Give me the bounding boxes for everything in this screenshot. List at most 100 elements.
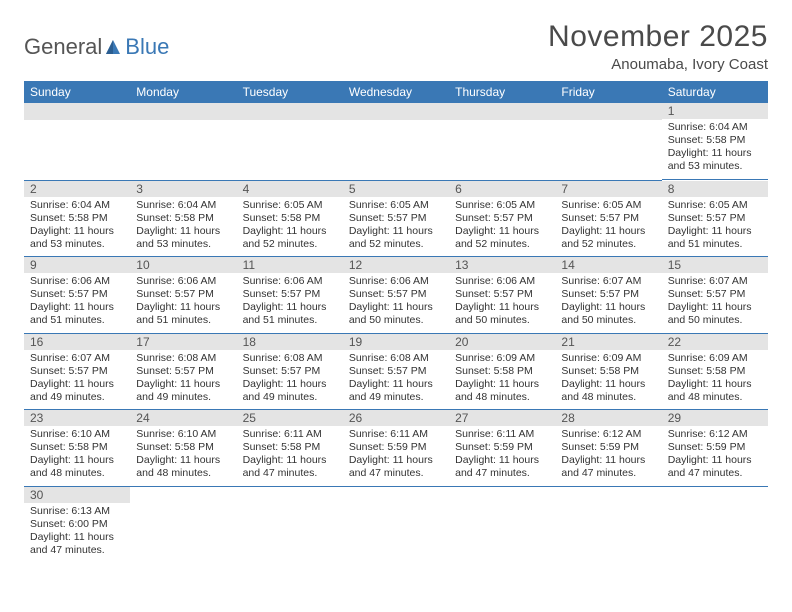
calendar-row: 16Sunrise: 6:07 AMSunset: 5:57 PMDayligh…: [24, 334, 768, 411]
daylight-line1: Daylight: 11 hours: [668, 378, 762, 391]
day-cell: 1Sunrise: 6:04 AMSunset: 5:58 PMDaylight…: [662, 103, 768, 181]
day-cell-inner: 23Sunrise: 6:10 AMSunset: 5:58 PMDayligh…: [24, 410, 130, 487]
daylight-line2: and 48 minutes.: [561, 391, 655, 404]
day-cell-inner: 12Sunrise: 6:06 AMSunset: 5:57 PMDayligh…: [343, 257, 449, 334]
daylight-line1: Daylight: 11 hours: [561, 225, 655, 238]
day-info: Sunrise: 6:09 AMSunset: 5:58 PMDaylight:…: [662, 350, 768, 408]
sunrise-text: Sunrise: 6:05 AM: [243, 199, 337, 212]
day-info: Sunrise: 6:08 AMSunset: 5:57 PMDaylight:…: [130, 350, 236, 408]
day-cell: 28Sunrise: 6:12 AMSunset: 5:59 PMDayligh…: [555, 410, 661, 487]
blank-day-strip: [130, 103, 236, 120]
sunrise-text: Sunrise: 6:08 AM: [243, 352, 337, 365]
day-number: 11: [237, 257, 343, 273]
sunset-text: Sunset: 5:59 PM: [455, 441, 549, 454]
day-cell: 20Sunrise: 6:09 AMSunset: 5:58 PMDayligh…: [449, 334, 555, 411]
sunset-text: Sunset: 5:57 PM: [349, 212, 443, 225]
day-cell: 18Sunrise: 6:08 AMSunset: 5:57 PMDayligh…: [237, 334, 343, 411]
sunrise-text: Sunrise: 6:09 AM: [455, 352, 549, 365]
day-info: Sunrise: 6:05 AMSunset: 5:57 PMDaylight:…: [662, 197, 768, 255]
day-number: 8: [662, 181, 768, 197]
calendar-row: 30Sunrise: 6:13 AMSunset: 6:00 PMDayligh…: [24, 487, 768, 563]
sunset-text: Sunset: 5:58 PM: [668, 134, 762, 147]
daylight-line2: and 50 minutes.: [561, 314, 655, 327]
empty-cell: [237, 103, 343, 181]
day-info: Sunrise: 6:11 AMSunset: 5:59 PMDaylight:…: [343, 426, 449, 484]
day-info: Sunrise: 6:11 AMSunset: 5:58 PMDaylight:…: [237, 426, 343, 484]
day-info: Sunrise: 6:12 AMSunset: 5:59 PMDaylight:…: [662, 426, 768, 484]
day-cell: 26Sunrise: 6:11 AMSunset: 5:59 PMDayligh…: [343, 410, 449, 487]
calendar-row: 23Sunrise: 6:10 AMSunset: 5:58 PMDayligh…: [24, 410, 768, 487]
blank-day-strip: [449, 103, 555, 120]
daylight-line1: Daylight: 11 hours: [136, 301, 230, 314]
day-cell-inner: 10Sunrise: 6:06 AMSunset: 5:57 PMDayligh…: [130, 257, 236, 334]
sunset-text: Sunset: 5:59 PM: [668, 441, 762, 454]
calendar-table: Sunday Monday Tuesday Wednesday Thursday…: [24, 81, 768, 562]
daylight-line1: Daylight: 11 hours: [349, 225, 443, 238]
day-info: Sunrise: 6:06 AMSunset: 5:57 PMDaylight:…: [130, 273, 236, 331]
daylight-line1: Daylight: 11 hours: [668, 454, 762, 467]
sunset-text: Sunset: 5:57 PM: [349, 365, 443, 378]
sunrise-text: Sunrise: 6:08 AM: [136, 352, 230, 365]
daylight-line1: Daylight: 11 hours: [30, 225, 124, 238]
sunset-text: Sunset: 5:58 PM: [668, 365, 762, 378]
sunset-text: Sunset: 5:57 PM: [349, 288, 443, 301]
empty-cell: [237, 487, 343, 563]
day-cell-inner: 22Sunrise: 6:09 AMSunset: 5:58 PMDayligh…: [662, 334, 768, 411]
day-cell: 17Sunrise: 6:08 AMSunset: 5:57 PMDayligh…: [130, 334, 236, 411]
sunrise-text: Sunrise: 6:05 AM: [561, 199, 655, 212]
sunrise-text: Sunrise: 6:04 AM: [30, 199, 124, 212]
day-header: Saturday: [662, 81, 768, 103]
day-number: 17: [130, 334, 236, 350]
day-number: 18: [237, 334, 343, 350]
daylight-line2: and 48 minutes.: [136, 467, 230, 480]
day-info: Sunrise: 6:05 AMSunset: 5:57 PMDaylight:…: [555, 197, 661, 255]
day-info: Sunrise: 6:10 AMSunset: 5:58 PMDaylight:…: [24, 426, 130, 484]
sunrise-text: Sunrise: 6:08 AM: [349, 352, 443, 365]
day-cell-inner: 7Sunrise: 6:05 AMSunset: 5:57 PMDaylight…: [555, 181, 661, 258]
day-cell-inner: 3Sunrise: 6:04 AMSunset: 5:58 PMDaylight…: [130, 181, 236, 258]
sunrise-text: Sunrise: 6:07 AM: [668, 275, 762, 288]
day-cell-inner: 20Sunrise: 6:09 AMSunset: 5:58 PMDayligh…: [449, 334, 555, 411]
daylight-line2: and 47 minutes.: [349, 467, 443, 480]
day-info: Sunrise: 6:12 AMSunset: 5:59 PMDaylight:…: [555, 426, 661, 484]
day-cell: 21Sunrise: 6:09 AMSunset: 5:58 PMDayligh…: [555, 334, 661, 411]
blank-day-strip: [24, 103, 130, 120]
day-number: 22: [662, 334, 768, 350]
day-cell-inner: 8Sunrise: 6:05 AMSunset: 5:57 PMDaylight…: [662, 181, 768, 258]
day-cell-inner: 24Sunrise: 6:10 AMSunset: 5:58 PMDayligh…: [130, 410, 236, 487]
sunrise-text: Sunrise: 6:07 AM: [561, 275, 655, 288]
day-cell-inner: 28Sunrise: 6:12 AMSunset: 5:59 PMDayligh…: [555, 410, 661, 487]
empty-cell: [130, 487, 236, 563]
daylight-line1: Daylight: 11 hours: [455, 454, 549, 467]
day-cell: 23Sunrise: 6:10 AMSunset: 5:58 PMDayligh…: [24, 410, 130, 487]
sunset-text: Sunset: 5:57 PM: [136, 365, 230, 378]
sunrise-text: Sunrise: 6:12 AM: [561, 428, 655, 441]
day-cell: 5Sunrise: 6:05 AMSunset: 5:57 PMDaylight…: [343, 181, 449, 258]
daylight-line2: and 51 minutes.: [136, 314, 230, 327]
day-header: Friday: [555, 81, 661, 103]
daylight-line1: Daylight: 11 hours: [30, 531, 124, 544]
daylight-line1: Daylight: 11 hours: [30, 454, 124, 467]
day-info: Sunrise: 6:04 AMSunset: 5:58 PMDaylight:…: [130, 197, 236, 255]
day-info: Sunrise: 6:08 AMSunset: 5:57 PMDaylight:…: [343, 350, 449, 408]
day-info: Sunrise: 6:09 AMSunset: 5:58 PMDaylight:…: [449, 350, 555, 408]
day-cell-inner: 27Sunrise: 6:11 AMSunset: 5:59 PMDayligh…: [449, 410, 555, 487]
day-header: Sunday: [24, 81, 130, 103]
daylight-line1: Daylight: 11 hours: [668, 147, 762, 160]
sunrise-text: Sunrise: 6:06 AM: [30, 275, 124, 288]
daylight-line2: and 50 minutes.: [455, 314, 549, 327]
sunset-text: Sunset: 5:57 PM: [561, 288, 655, 301]
daylight-line2: and 49 minutes.: [349, 391, 443, 404]
daylight-line2: and 52 minutes.: [561, 238, 655, 251]
sunset-text: Sunset: 6:00 PM: [30, 518, 124, 531]
day-cell-inner: 15Sunrise: 6:07 AMSunset: 5:57 PMDayligh…: [662, 257, 768, 334]
day-cell-inner: 9Sunrise: 6:06 AMSunset: 5:57 PMDaylight…: [24, 257, 130, 334]
day-info: Sunrise: 6:06 AMSunset: 5:57 PMDaylight:…: [449, 273, 555, 331]
day-cell: 27Sunrise: 6:11 AMSunset: 5:59 PMDayligh…: [449, 410, 555, 487]
logo-text-general: General: [24, 34, 102, 60]
day-cell: 13Sunrise: 6:06 AMSunset: 5:57 PMDayligh…: [449, 257, 555, 334]
day-cell: 24Sunrise: 6:10 AMSunset: 5:58 PMDayligh…: [130, 410, 236, 487]
day-cell-inner: 5Sunrise: 6:05 AMSunset: 5:57 PMDaylight…: [343, 181, 449, 258]
day-cell: 4Sunrise: 6:05 AMSunset: 5:58 PMDaylight…: [237, 181, 343, 258]
daylight-line2: and 47 minutes.: [668, 467, 762, 480]
